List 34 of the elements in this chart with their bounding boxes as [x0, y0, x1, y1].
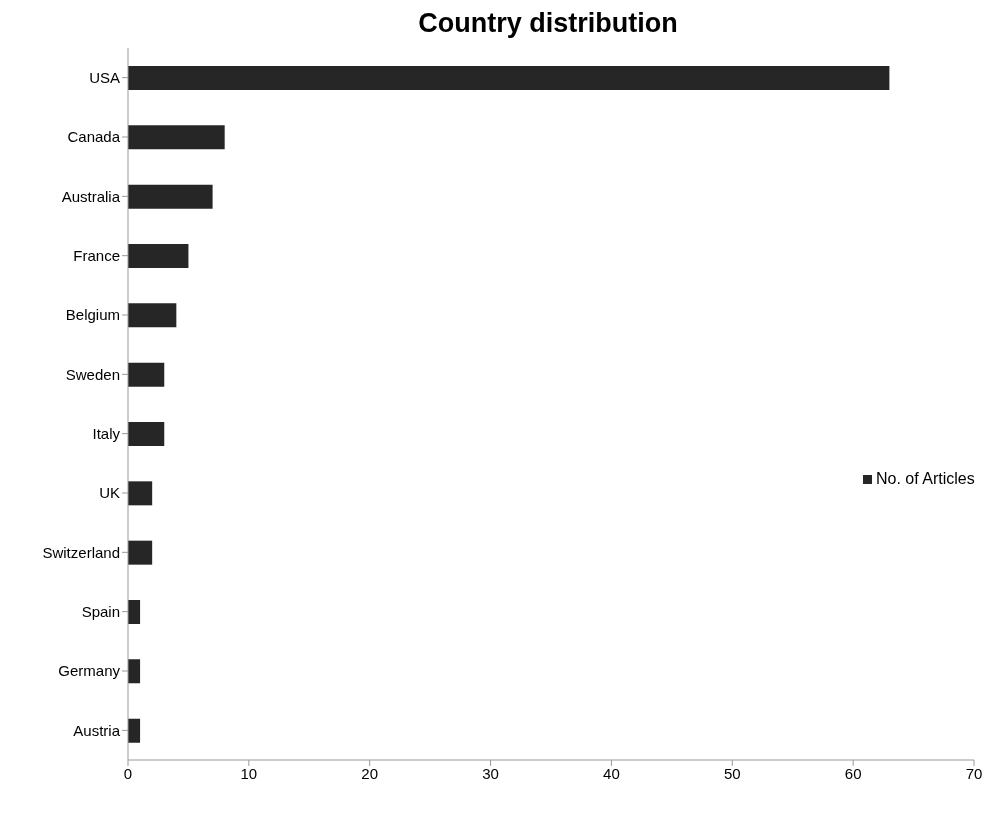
x-tick-label: 40 [603, 764, 620, 782]
y-tick-label: Austria [73, 721, 121, 739]
bar [128, 66, 890, 90]
y-tick-label: Australia [61, 187, 121, 205]
y-tick-label: Italy [92, 424, 121, 442]
x-tick-label: 10 [240, 764, 258, 782]
y-tick-label: Canada [67, 128, 121, 146]
bar [128, 659, 141, 684]
y-tick-label: Germany [58, 662, 121, 680]
bar [128, 303, 177, 328]
chart-title: Country distribution [417, 8, 679, 40]
bar [128, 244, 189, 268]
bar [128, 540, 153, 565]
x-tick-label: 50 [723, 764, 741, 782]
x-tick-label: 30 [482, 764, 499, 782]
y-tick-label: UK [99, 484, 120, 502]
x-tick-label: 60 [844, 764, 862, 782]
y-tick-label: France [73, 246, 120, 264]
y-tick-label: Sweden [65, 365, 120, 383]
bar [128, 125, 225, 150]
y-tick-label: Belgium [65, 306, 120, 324]
bar [128, 184, 213, 209]
bar [128, 718, 141, 743]
y-tick-label: USA [89, 68, 120, 86]
legend-label: No. of Articles [876, 470, 975, 487]
bar [128, 362, 165, 387]
bar [128, 422, 165, 446]
bar [128, 481, 153, 506]
x-tick-label: 70 [965, 764, 983, 782]
y-tick-label: Spain [81, 602, 120, 620]
x-tick-label: 0 [123, 764, 133, 782]
bar [128, 600, 141, 624]
x-tick-label: 20 [361, 764, 379, 782]
y-tick-label: Switzerland [42, 543, 120, 561]
